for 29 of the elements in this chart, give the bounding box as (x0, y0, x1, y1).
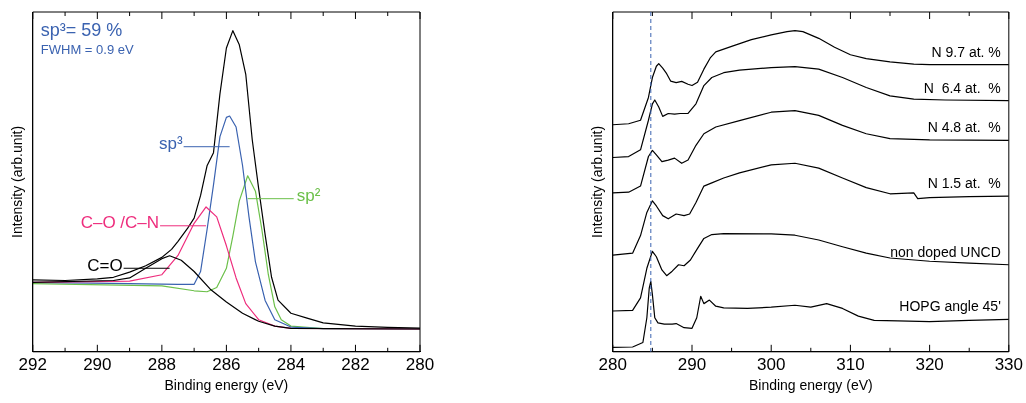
x-tick-label: 310 (836, 354, 865, 374)
x-tick-label: 290 (677, 354, 707, 374)
x-tick-label: 282 (341, 354, 370, 374)
x-tick-label: 320 (915, 354, 944, 374)
series-label: HOPG angle 45' (899, 298, 1001, 315)
series-label: non doped UNCD (890, 243, 1001, 260)
series-label: N 4.8 at. % (927, 119, 1001, 136)
series-label: N 6.4 at. % (923, 79, 1001, 96)
x-tick-label: 280 (598, 354, 627, 374)
x-tick-label: 292 (18, 354, 47, 374)
y-axis-title: Intensity (arb.unit) (589, 125, 606, 238)
legend-label: C–O /C–N (80, 213, 160, 233)
x-axis-title: Binding energy (eV) (748, 377, 873, 394)
text: sp² (296, 186, 321, 206)
x-tick-label: 280 (405, 354, 435, 374)
series-label: N 9.7 at. % (931, 43, 1001, 60)
x-tick-label: 330 (994, 354, 1024, 374)
y-axis-title: Intensity (arb.unit) (9, 125, 26, 238)
x-tick-label: 290 (83, 354, 112, 374)
x-tick-label: 288 (147, 354, 177, 374)
legend-label: C=O (87, 255, 123, 275)
x-tick-label: 286 (212, 354, 241, 374)
x-tick-label: 284 (276, 354, 306, 374)
x-tick-label: 300 (757, 354, 786, 374)
legend-label: sp³ (159, 134, 183, 154)
series-label: N 1.5 at. % (927, 174, 1001, 191)
annotation: sp³= 59 % (40, 20, 123, 40)
x-axis-title: Binding energy (eV) (164, 377, 289, 394)
annotation: FWHM = 0.9 eV (40, 42, 134, 57)
